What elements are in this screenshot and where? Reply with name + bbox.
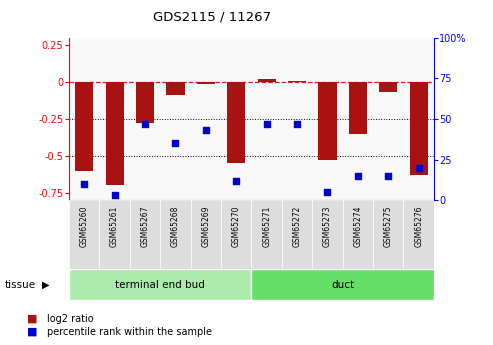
- Text: GSM65270: GSM65270: [232, 206, 241, 247]
- Text: GSM65271: GSM65271: [262, 206, 271, 247]
- Text: GSM65274: GSM65274: [353, 206, 362, 247]
- Bar: [288, 81, 306, 82]
- Point: [141, 121, 149, 127]
- Point: [384, 173, 392, 178]
- Text: terminal end bud: terminal end bud: [115, 280, 205, 289]
- Point: [293, 121, 301, 127]
- Text: GSM65275: GSM65275: [384, 206, 393, 247]
- Text: log2 ratio: log2 ratio: [47, 314, 94, 324]
- Bar: [282, 200, 312, 269]
- Text: GSM65260: GSM65260: [80, 206, 89, 247]
- Bar: [251, 269, 434, 300]
- Bar: [343, 200, 373, 269]
- Bar: [251, 200, 282, 269]
- Bar: [191, 200, 221, 269]
- Bar: [106, 82, 124, 185]
- Bar: [136, 82, 154, 124]
- Point: [202, 128, 210, 133]
- Text: GDS2115 / 11267: GDS2115 / 11267: [153, 10, 271, 23]
- Bar: [100, 200, 130, 269]
- Bar: [130, 200, 160, 269]
- Bar: [75, 82, 93, 171]
- Text: tissue: tissue: [5, 280, 36, 289]
- Bar: [318, 82, 337, 160]
- Point: [323, 189, 331, 195]
- Bar: [166, 82, 184, 96]
- Bar: [69, 200, 100, 269]
- Bar: [227, 82, 246, 163]
- Bar: [312, 200, 343, 269]
- Text: percentile rank within the sample: percentile rank within the sample: [47, 327, 212, 337]
- Text: GSM65267: GSM65267: [141, 206, 149, 247]
- Text: ▶: ▶: [42, 280, 49, 289]
- Point: [263, 121, 271, 127]
- Bar: [257, 79, 276, 82]
- Bar: [410, 82, 428, 175]
- Bar: [69, 269, 251, 300]
- Bar: [197, 82, 215, 83]
- Text: GSM65272: GSM65272: [292, 206, 302, 247]
- Bar: [403, 200, 434, 269]
- Point: [354, 173, 362, 178]
- Bar: [373, 200, 403, 269]
- Point: [232, 178, 240, 184]
- Text: duct: duct: [331, 280, 354, 289]
- Point: [415, 165, 423, 170]
- Text: GSM65269: GSM65269: [201, 206, 211, 247]
- Bar: [349, 82, 367, 134]
- Text: GSM65261: GSM65261: [110, 206, 119, 247]
- Point: [172, 141, 179, 146]
- Bar: [221, 200, 251, 269]
- Text: ■: ■: [27, 327, 37, 337]
- Point: [110, 193, 119, 198]
- Bar: [160, 200, 191, 269]
- Text: GSM65276: GSM65276: [414, 206, 423, 247]
- Point: [80, 181, 88, 187]
- Text: GSM65268: GSM65268: [171, 206, 180, 247]
- Text: ■: ■: [27, 314, 37, 324]
- Text: GSM65273: GSM65273: [323, 206, 332, 247]
- Bar: [379, 82, 397, 92]
